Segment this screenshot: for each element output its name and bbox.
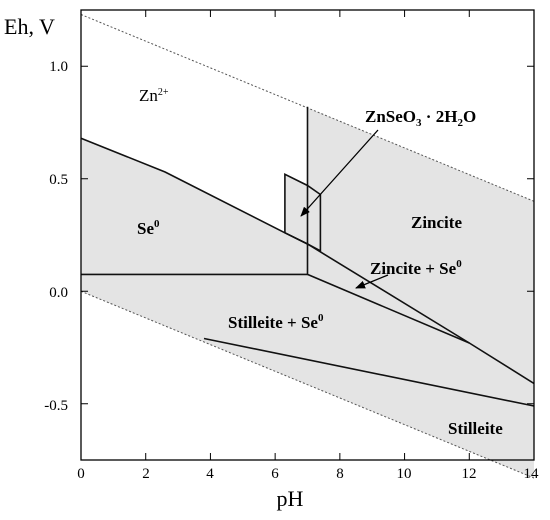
- y-tick-label: 0.5: [49, 172, 68, 188]
- region-label-zincite-se0: Zincite + Se0: [370, 258, 462, 278]
- znseo3-pointer-arrow: [300, 129, 379, 217]
- x-tick-label: 12: [462, 466, 477, 482]
- y-tick-label: -0.5: [44, 398, 68, 414]
- region-label-zincite: Zincite: [411, 213, 462, 232]
- region-label-stilleite-se0: Stilleite + Se0: [228, 312, 324, 332]
- shade-zincite-region: [307, 107, 534, 384]
- region-label-znseo3: ZnSeO3 · 2H2O: [365, 107, 476, 129]
- zincite-se0-pointer-arrow: [355, 274, 389, 289]
- x-tick-label: 4: [206, 466, 214, 482]
- shade-reduced-region: [81, 138, 534, 478]
- x-tick-label: 10: [397, 466, 412, 482]
- x-tick-label: 8: [336, 466, 344, 482]
- region-label-zn2: Zn2+: [139, 86, 169, 105]
- x-tick-label: 14: [524, 466, 540, 482]
- phase-boundary-line: [307, 273, 470, 344]
- plot-frame: [80, 9, 535, 461]
- phase-boundaries: [80, 106, 535, 407]
- region-label-stilleite: Stilleite: [448, 419, 503, 438]
- y-tick-label: 1.0: [49, 59, 68, 75]
- axis-ticks: [80, 10, 535, 460]
- x-axis-title: pH: [277, 486, 304, 511]
- x-tick-label: 0: [77, 466, 85, 482]
- phase-boundary-line: [80, 137, 535, 385]
- y-tick-label: 0.0: [49, 285, 68, 301]
- region-label-se0: Se0: [137, 218, 160, 238]
- x-tick-label: 2: [142, 466, 150, 482]
- y-axis-title: Eh, V: [4, 14, 55, 39]
- water-stability-line: [80, 290, 535, 479]
- phase-boundary-line: [203, 337, 535, 407]
- x-tick-label: 6: [271, 466, 279, 482]
